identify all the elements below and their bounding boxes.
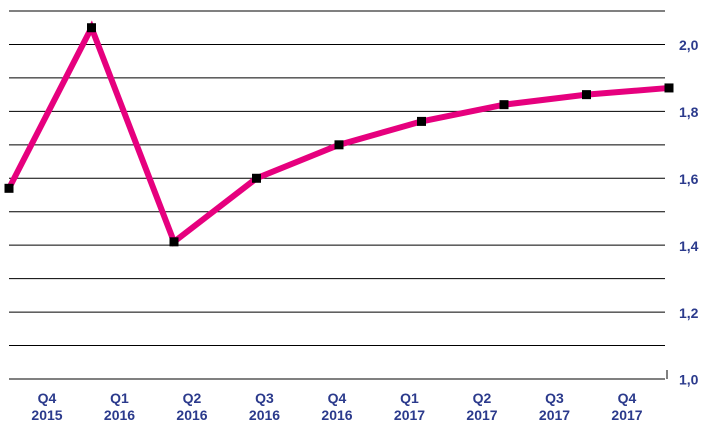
marker [499,100,509,110]
y-tick-label: 1,0 [679,372,699,388]
x-tick-label: Q3 2017 [538,390,571,423]
marker [582,90,591,100]
marker [664,83,674,93]
x-tick-label: Q2 2016 [176,390,208,423]
x-tick-label: Q1 2017 [393,390,426,423]
marker [417,116,426,126]
marker [87,23,96,33]
x-tick-label: Q1 2016 [103,390,136,423]
x-tick-label: Q4 2015 [31,390,63,423]
marker [334,140,344,150]
y-tick-label: 1,8 [679,104,699,120]
y-tick-label: 1,6 [679,171,699,187]
x-tick-label: Q4 2016 [321,390,353,423]
y-tick-label: 1,2 [679,305,699,321]
line [6,20,670,247]
y-tick-label: 1,4 [679,238,699,254]
x-tick-label: Q3 2016 [248,390,281,423]
y-tick-label: 2,0 [679,37,699,53]
x-tick-label: Q4 2017 [611,390,643,423]
marker [252,173,261,183]
marker [4,183,14,193]
x-tick-label: Q2 2017 [466,390,498,423]
marker [169,237,179,247]
